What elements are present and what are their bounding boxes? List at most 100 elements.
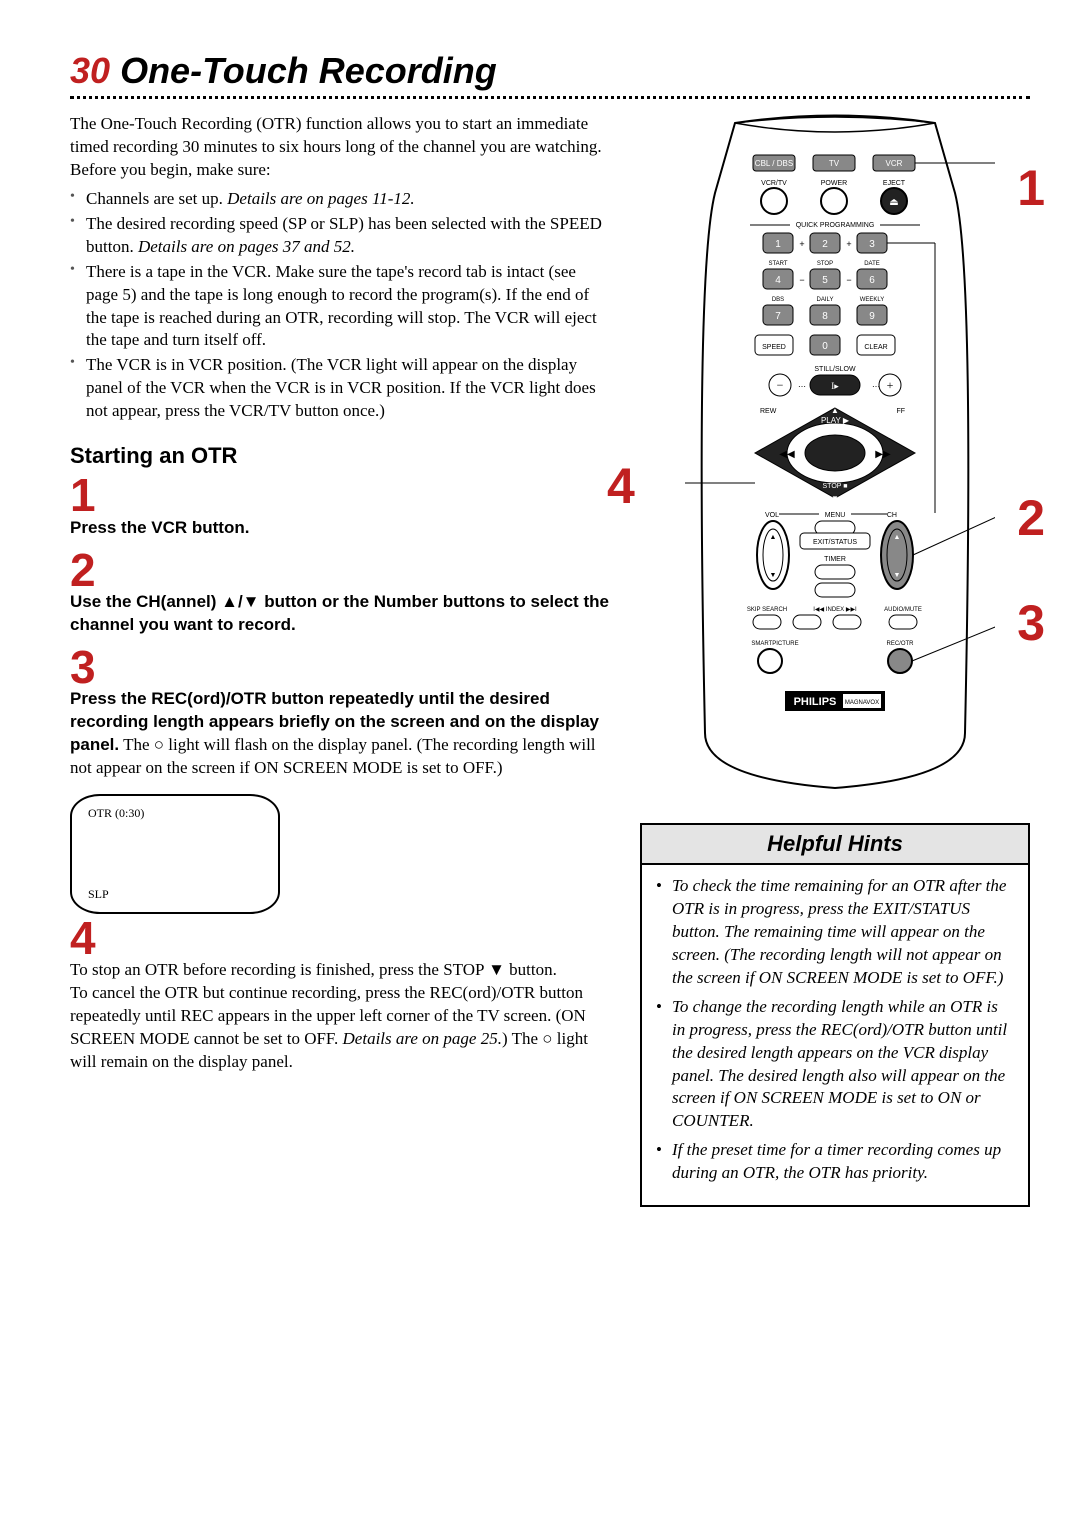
svg-text:QUICK PROGRAMMING: QUICK PROGRAMMING (796, 222, 875, 229)
step-4-p1: To stop an OTR before recording is finis… (70, 959, 610, 982)
step-4: 4 To stop an OTR before recording is fin… (70, 918, 610, 1074)
svg-text:REW: REW (760, 408, 777, 415)
step-number-1: 1 (70, 475, 610, 516)
svg-text:POWER: POWER (821, 180, 847, 187)
svg-text:8: 8 (822, 311, 828, 322)
step-number-3: 3 (70, 647, 610, 688)
svg-text:⋯: ⋯ (872, 382, 880, 391)
hints-title: Helpful Hints (642, 825, 1028, 865)
svg-text:⋯: ⋯ (798, 382, 806, 391)
screen-top-text: OTR (0:30) (88, 806, 144, 821)
svg-text:PLAY ▶: PLAY ▶ (821, 416, 850, 425)
svg-text:AUDIO/MUTE: AUDIO/MUTE (884, 607, 922, 613)
step-1: 1 Press the VCR button. (70, 475, 610, 539)
svg-text:⏏: ⏏ (889, 197, 898, 208)
svg-text:SMARTPICTURE: SMARTPICTURE (751, 641, 798, 647)
step-3: 3 Press the REC(ord)/OTR button repeated… (70, 647, 610, 780)
prereq-list: Channels are set up. Details are on page… (70, 188, 610, 423)
step-2-text: Use the CH(annel) ▲/▼ button or the Numb… (70, 592, 609, 634)
helpful-hints-box: Helpful Hints To check the time remainin… (640, 823, 1030, 1207)
svg-text:4: 4 (775, 275, 781, 286)
svg-text:TIMER: TIMER (824, 556, 846, 563)
section-heading: Starting an OTR (70, 443, 610, 469)
page-title: 30 One-Touch Recording (70, 50, 1030, 92)
svg-text:0: 0 (822, 341, 828, 352)
svg-text:REC/OTR: REC/OTR (887, 641, 915, 647)
left-column: The One-Touch Recording (OTR) function a… (70, 113, 610, 1207)
step-number-2: 2 (70, 550, 610, 591)
svg-text:2: 2 (822, 239, 828, 250)
page-title-text: One-Touch Recording (120, 50, 497, 91)
svg-text:VOL: VOL (765, 512, 779, 519)
step-3-rest: The ○ light will flash on the display pa… (70, 735, 596, 777)
svg-text:+: + (799, 239, 804, 249)
callout-1: 1 (1017, 163, 1045, 213)
svg-text:MENU: MENU (825, 512, 846, 519)
svg-text:PHILIPS: PHILIPS (794, 696, 837, 708)
svg-text:▲: ▲ (831, 406, 839, 415)
svg-text:−: − (846, 275, 851, 285)
svg-text:STOP: STOP (817, 261, 833, 267)
svg-text:WEEKLY: WEEKLY (860, 297, 885, 303)
svg-text:DBS: DBS (772, 297, 784, 303)
svg-text:CBL / DBS: CBL / DBS (755, 159, 793, 168)
callout-2: 2 (1017, 493, 1045, 543)
svg-text:◀◀: ◀◀ (779, 449, 795, 460)
callout-4: 4 (607, 461, 635, 511)
svg-text:START: START (768, 261, 787, 267)
svg-text:6: 6 (869, 275, 875, 286)
svg-text:DATE: DATE (864, 261, 880, 267)
svg-text:CLEAR: CLEAR (864, 344, 887, 351)
svg-text:−: − (799, 275, 804, 285)
svg-text:−: − (777, 378, 784, 392)
hint-item: To check the time remaining for an OTR a… (656, 875, 1014, 990)
svg-text:CH: CH (887, 512, 897, 519)
hints-body: To check the time remaining for an OTR a… (642, 865, 1028, 1205)
svg-text:1: 1 (775, 239, 781, 250)
svg-text:FF: FF (896, 408, 905, 415)
tv-screen-graphic: OTR (0:30) SLP (70, 794, 280, 914)
list-item: The desired recording speed (SP or SLP) … (70, 213, 610, 259)
svg-text:STOP ■: STOP ■ (823, 483, 848, 490)
svg-text:▶▶: ▶▶ (875, 449, 891, 460)
svg-text:MAGNAVOX: MAGNAVOX (845, 700, 879, 706)
svg-text:STILL/SLOW: STILL/SLOW (814, 366, 856, 373)
svg-text:▼: ▼ (831, 494, 839, 503)
svg-text:EJECT: EJECT (883, 180, 906, 187)
list-item: The VCR is in VCR position. (The VCR lig… (70, 354, 610, 423)
svg-text:▼: ▼ (770, 572, 777, 579)
svg-text:9: 9 (869, 311, 875, 322)
svg-text:SKIP SEARCH: SKIP SEARCH (747, 607, 787, 613)
dotted-divider (70, 96, 1030, 99)
svg-text:SPEED: SPEED (762, 344, 786, 351)
step-4-p2: To cancel the OTR but continue recording… (70, 982, 610, 1074)
list-item: Channels are set up. Details are on page… (70, 188, 610, 211)
remote-svg: CBL / DBS TV VCR VCR/TV POWER EJECT ⏏ (675, 113, 995, 793)
step-1-text: Press the VCR button. (70, 518, 249, 537)
intro-paragraph: The One-Touch Recording (OTR) function a… (70, 113, 610, 182)
step-2: 2 Use the CH(annel) ▲/▼ button or the Nu… (70, 550, 610, 637)
svg-text:EXIT/STATUS: EXIT/STATUS (813, 539, 857, 546)
svg-text:3: 3 (869, 239, 875, 250)
svg-text:I◀◀ INDEX ▶▶I: I◀◀ INDEX ▶▶I (813, 607, 857, 613)
screen-bottom-text: SLP (88, 887, 109, 902)
svg-text:▲: ▲ (770, 534, 777, 541)
svg-text:7: 7 (775, 311, 781, 322)
hint-item: To change the recording length while an … (656, 996, 1014, 1134)
remote-diagram: 1 2 3 4 CBL / DBS TV VCR (655, 113, 1015, 793)
svg-text:5: 5 (822, 275, 828, 286)
svg-text:+: + (887, 378, 894, 392)
svg-text:+: + (846, 239, 851, 249)
callout-3: 3 (1017, 598, 1045, 648)
svg-text:TV: TV (829, 159, 840, 168)
svg-text:VCR: VCR (886, 159, 903, 168)
step-number-4: 4 (70, 918, 610, 959)
right-column: 1 2 3 4 CBL / DBS TV VCR (640, 113, 1030, 1207)
svg-text:I▸: I▸ (831, 381, 839, 391)
list-item: There is a tape in the VCR. Make sure th… (70, 261, 610, 353)
svg-text:DAILY: DAILY (817, 297, 834, 303)
svg-text:▲: ▲ (894, 534, 901, 541)
svg-text:VCR/TV: VCR/TV (761, 180, 787, 187)
svg-text:▼: ▼ (894, 572, 901, 579)
hint-item: If the preset time for a timer recording… (656, 1139, 1014, 1185)
